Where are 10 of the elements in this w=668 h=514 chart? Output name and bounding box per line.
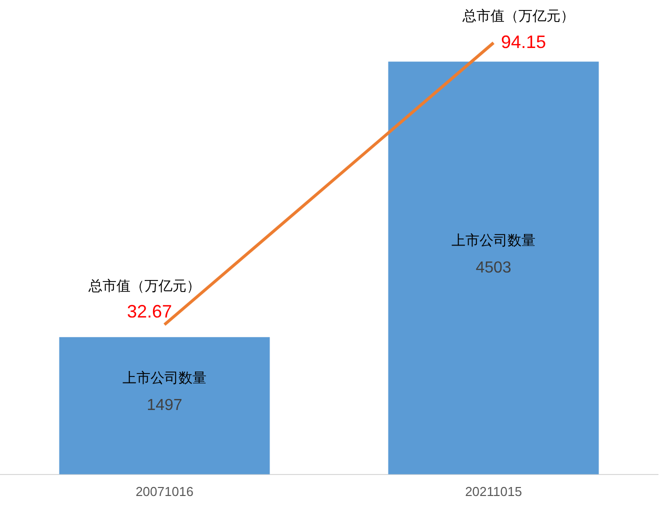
data-label: 4503: [476, 259, 512, 276]
data-label: 94.15: [500, 32, 546, 52]
series-label: 上市公司数量: [122, 370, 206, 386]
x-tick-label: 20211015: [465, 484, 522, 499]
text: 上市公司数量: [452, 232, 536, 248]
data-label: 1497: [146, 397, 182, 414]
text: 总市值（万亿元）: [462, 8, 574, 24]
series-label: 总市值（万亿元）: [88, 278, 200, 294]
x-tick-label: 20071016: [136, 484, 194, 499]
data-label: 32.67: [126, 302, 172, 322]
